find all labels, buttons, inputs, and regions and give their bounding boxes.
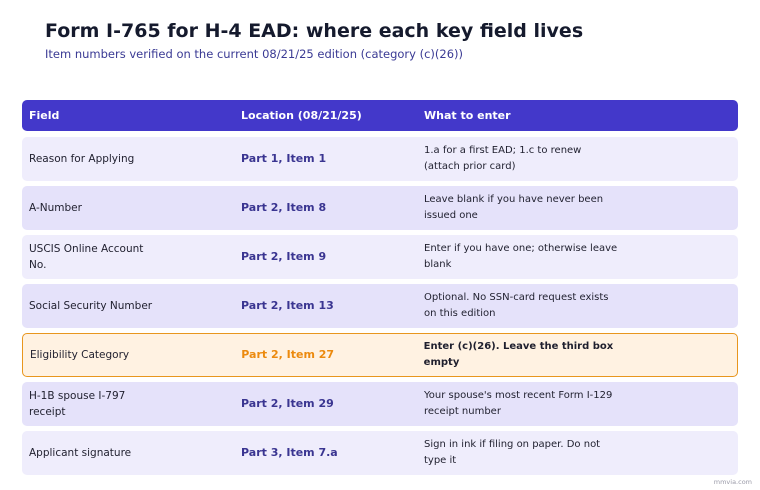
location-cell: Part 2, Item 8 (241, 201, 327, 214)
table-row: A-Number Part 2, Item 8 Leave blank if y… (22, 186, 738, 230)
field-cell: Reason for Applying (29, 153, 135, 165)
table-row: Applicant signature Part 3, Item 7.a Sig… (22, 431, 738, 475)
field-cell: H-1B spouse I-797 receipt (29, 390, 126, 418)
instruction-cell: Sign in ink if filing on paper. Do not t… (424, 439, 601, 466)
table-row: Reason for Applying Part 1, Item 1 1.a f… (22, 137, 738, 181)
location-cell: Part 1, Item 1 (241, 152, 327, 165)
instruction-cell: Enter if you have one; otherwise leave b… (424, 243, 618, 270)
location-cell: Part 3, Item 7.a (241, 446, 338, 459)
field-cell: USCIS Online Account No. (29, 243, 144, 271)
location-cell: Part 2, Item 13 (241, 299, 334, 312)
source-note: mmvia.com (713, 478, 752, 486)
title: Form I-765 for H-4 EAD: where each key f… (45, 20, 584, 42)
instruction-cell: Your spouse's most recent Form I-129 rec… (424, 390, 613, 417)
table-row: USCIS Online Account No. Part 2, Item 9 … (22, 235, 738, 279)
subtitle: Item numbers verified on the current 08/… (45, 47, 464, 61)
field-cell: Social Security Number (29, 300, 153, 312)
table-header: Field Location (08/21/25) What to enter (22, 100, 738, 131)
location-cell: Part 2, Item 9 (241, 250, 327, 263)
field-cell: A-Number (29, 202, 82, 214)
field-cell: Applicant signature (29, 447, 132, 459)
location-cell: Part 2, Item 27 (241, 348, 335, 361)
table-row-highlighted: Eligibility Category Part 2, Item 27 Ent… (22, 333, 738, 377)
instruction-cell: 1.a for a first EAD; 1.c to renew (attac… (424, 145, 582, 172)
location-cell: Part 2, Item 29 (241, 397, 334, 410)
field-cell: Eligibility Category (30, 349, 130, 361)
instruction-cell: Leave blank if you have never been issue… (424, 194, 604, 221)
table-row: H-1B spouse I-797 receipt Part 2, Item 2… (22, 382, 738, 426)
column-header: Field (29, 108, 60, 122)
column-header: Location (08/21/25) (241, 108, 362, 122)
table: Field Location (08/21/25) What to enter … (22, 100, 738, 480)
instruction-cell: Enter (c)(26). Leave the third box empty (423, 341, 614, 368)
table-row: Social Security Number Part 2, Item 13 O… (22, 284, 738, 328)
instruction-cell: Optional. No SSN-card request exists on … (424, 292, 609, 319)
column-header: What to enter (424, 108, 511, 122)
